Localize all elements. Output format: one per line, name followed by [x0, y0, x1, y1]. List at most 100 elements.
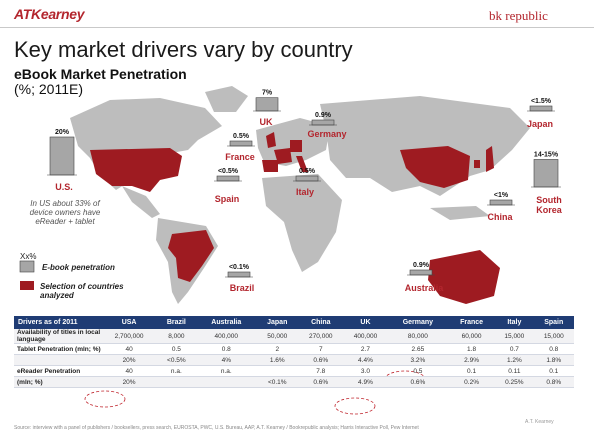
- bar-south-korea: [533, 159, 559, 188]
- highlight-usa-ereader: [84, 390, 126, 408]
- table-cell: 2,700,000: [102, 329, 157, 344]
- country-china: [400, 146, 470, 188]
- table-cell: 40: [102, 343, 157, 355]
- country-label-japan: Japan: [527, 119, 553, 129]
- table-header-germany: Germany: [387, 316, 448, 329]
- table-body: Availability of titles in local language…: [14, 329, 574, 388]
- table-cell: 40: [102, 365, 157, 377]
- table-cell: 4.4%: [343, 354, 388, 366]
- table-cell: 1.6%: [256, 354, 299, 366]
- table-cell: [256, 365, 299, 377]
- table-header-drivers-as-of-2011: Drivers as of 2011: [14, 316, 102, 329]
- bar-brazil: [227, 271, 251, 278]
- table-cell: 0.7: [495, 343, 534, 355]
- table-cell: 20%: [102, 354, 157, 366]
- bar-china: [489, 199, 513, 206]
- bar-value-china: <1%: [494, 192, 509, 199]
- table-header-china: China: [298, 316, 344, 329]
- bar-value-u-s: 20%: [55, 129, 70, 136]
- table-header-spain: Spain: [533, 316, 574, 329]
- table-header-australia: Australia: [196, 316, 257, 329]
- country-label-spain: Spain: [215, 194, 240, 204]
- legend-bar-label: E-book penetration: [42, 263, 115, 272]
- land-asia: [320, 96, 530, 196]
- country-germany: [290, 140, 302, 152]
- legend-bar-swatch: [19, 260, 35, 273]
- table-cell: 2.65: [387, 343, 448, 355]
- bar-value-uk: 7%: [262, 90, 273, 97]
- country-label-china: China: [487, 212, 513, 222]
- country-label-australia: Australia: [405, 283, 445, 293]
- bar-value-germany: 0.9%: [315, 112, 332, 119]
- table-cell: 0.6%: [298, 354, 344, 366]
- country-label-u-s: U.S.: [55, 182, 73, 192]
- bar-value-australia: 0.9%: [413, 262, 430, 269]
- country-france: [274, 148, 292, 164]
- legend: Xx% E-book penetration Selection of coun…: [19, 252, 124, 300]
- table-cell: 20%: [102, 376, 157, 388]
- source-note: Source: interview with a panel of publis…: [14, 425, 419, 431]
- table-cell: 400,000: [343, 329, 388, 344]
- table-cell: n.a.: [196, 365, 257, 377]
- header-divider: [0, 27, 594, 28]
- table-header-usa: USA: [102, 316, 157, 329]
- country-label-south-korea-0: South: [536, 195, 562, 205]
- table-row: 20% <0.5% 4% 1.6% 0.6% 4.4% 3.2% 2.9% 1.2% 1.8%: [14, 354, 574, 366]
- bar-value-brazil: <0.1%: [229, 264, 250, 271]
- table-cell: 0.1: [447, 365, 496, 377]
- legend-sample-value: Xx%: [20, 252, 36, 261]
- table-row: Tablet Penetration (mln; %) 40 0.5 0.8 2 7 2.7…: [14, 343, 574, 355]
- row-label: eReader Penetration: [14, 365, 102, 377]
- atkearney-logo: ATKearney: [14, 6, 85, 22]
- table-cell: 15,000: [495, 329, 534, 344]
- country-spain: [262, 160, 278, 172]
- country-label-uk: UK: [260, 117, 273, 127]
- land-indonesia: [430, 206, 490, 220]
- table-cell: 7.8: [298, 365, 344, 377]
- page-title: Key market drivers vary by country: [14, 37, 353, 62]
- table-cell: 0.5: [387, 365, 448, 377]
- copyright: A.T. Kearney: [525, 419, 554, 425]
- table-cell: [196, 376, 257, 388]
- bar-france: [229, 140, 253, 147]
- country-south-korea: [474, 160, 480, 168]
- legend-region-swatch: [20, 281, 34, 290]
- table-header-uk: UK: [343, 316, 388, 329]
- table-cell: 4.9%: [343, 376, 388, 388]
- table-header-brazil: Brazil: [156, 316, 197, 329]
- table-cell: 2.9%: [447, 354, 496, 366]
- table-cell: 4%: [196, 354, 257, 366]
- drivers-table: Drivers as of 2011 USA Brazil Australia Japa…: [14, 316, 574, 388]
- table-cell: 0.8: [196, 343, 257, 355]
- chart-units: (%; 2011E): [14, 81, 83, 97]
- table-cell: 0.25%: [495, 376, 534, 388]
- bar-value-south-korea: 14-15%: [534, 151, 559, 158]
- bar-uk: [255, 97, 279, 112]
- country-label-france: France: [225, 152, 255, 162]
- chart-subtitle: eBook Market Penetration: [14, 66, 187, 82]
- bar-germany: [311, 119, 335, 126]
- land-africa: [262, 174, 342, 272]
- bar-italy: [295, 175, 319, 182]
- table-cell: 50,000: [256, 329, 299, 344]
- world-map: [70, 86, 530, 304]
- table-cell: 80,000: [387, 329, 448, 344]
- country-label-italy: Italy: [296, 187, 314, 197]
- bar-value-japan: <1.5%: [531, 98, 552, 105]
- table-cell: 8,000: [156, 329, 197, 344]
- table-cell: [156, 376, 197, 388]
- bar-u-s: [49, 136, 75, 176]
- bookrepublic-logo: bk republic: [489, 8, 548, 23]
- country-usa: [90, 148, 182, 192]
- country-uk: [266, 132, 276, 148]
- country-australia: [428, 250, 500, 304]
- table-cell: 3.0: [343, 365, 388, 377]
- table-cell: 0.8: [533, 343, 574, 355]
- legend-region-label-1: Selection of countries: [40, 282, 124, 291]
- table-cell: n.a.: [156, 365, 197, 377]
- highlight-uk-ereader: [334, 397, 376, 415]
- table-cell: 0.6%: [298, 376, 344, 388]
- table-cell: 270,000: [298, 329, 344, 344]
- table-cell: 0.6%: [387, 376, 448, 388]
- row-label: (mln; %): [14, 376, 102, 388]
